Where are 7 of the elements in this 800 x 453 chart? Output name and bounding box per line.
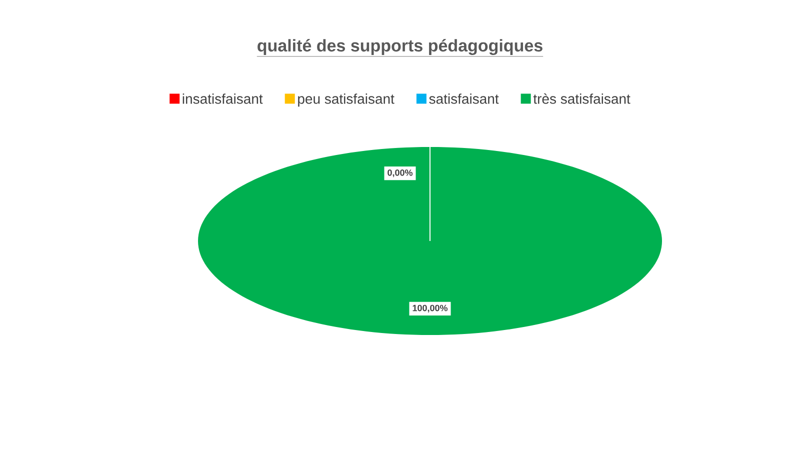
data-label: 100,00% [412,304,448,313]
chart-title: qualité des supports pédagogiques [258,38,542,56]
text: 0,00% [388,169,413,178]
legend-label: peu satisfaisant [298,94,394,107]
legend-label: satisfaisant [429,94,499,104]
legend-label: très satisfaisant [533,93,630,104]
legend-label: insatisfaisant [182,94,263,104]
